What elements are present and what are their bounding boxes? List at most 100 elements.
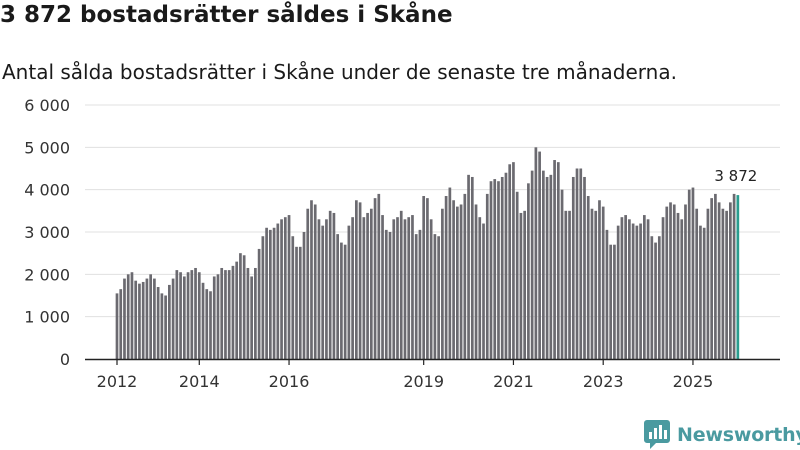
bar <box>702 227 706 359</box>
bar <box>545 176 549 359</box>
bar <box>407 217 411 359</box>
bar <box>571 176 575 359</box>
bar <box>512 162 515 359</box>
bar <box>377 193 381 359</box>
bar <box>426 198 429 359</box>
bar <box>414 234 418 359</box>
bar <box>672 204 676 359</box>
bar <box>538 151 541 359</box>
bar <box>392 219 396 359</box>
bar <box>313 204 317 359</box>
bar <box>560 189 564 359</box>
bar <box>261 236 265 359</box>
bar <box>317 219 321 359</box>
bar <box>616 225 620 359</box>
bar <box>515 191 519 359</box>
bar <box>123 278 126 359</box>
bar <box>418 229 422 359</box>
bar <box>306 208 310 359</box>
bar <box>542 170 545 359</box>
bar <box>568 210 571 359</box>
bar <box>190 270 194 359</box>
x-tick-label: 2016 <box>269 372 310 391</box>
bar <box>224 270 227 359</box>
y-tick-label: 0 <box>60 350 70 369</box>
bar <box>265 227 268 359</box>
bar <box>287 215 291 359</box>
x-axis-ticks: 2012 2014 2016 2019 2021 2023 2025 <box>97 359 713 391</box>
bar <box>369 208 373 359</box>
bar <box>194 267 197 359</box>
bar <box>283 217 287 359</box>
data-label-latest: 3 872 <box>714 167 757 185</box>
bar <box>216 274 220 359</box>
bar <box>459 204 463 359</box>
bar <box>246 267 250 359</box>
bar <box>452 200 455 359</box>
bar <box>384 229 388 359</box>
bar <box>411 215 414 359</box>
bar <box>729 202 732 359</box>
bar <box>586 196 590 359</box>
bar <box>706 208 710 359</box>
bar <box>205 289 209 359</box>
bar <box>669 202 672 359</box>
bar <box>298 246 302 359</box>
data-labels: 3 872 <box>714 167 757 185</box>
bar <box>594 210 598 359</box>
bar <box>665 206 669 359</box>
bar <box>500 176 504 359</box>
bar <box>534 147 538 359</box>
chart-title: 3 872 bostadsrätter såldes i Skåne <box>0 2 453 28</box>
bar <box>549 174 553 359</box>
bar <box>130 272 134 359</box>
bar <box>366 212 369 359</box>
bar <box>489 181 493 359</box>
bar <box>527 183 530 359</box>
bar <box>235 261 239 359</box>
bar <box>478 217 482 359</box>
bar <box>362 217 366 359</box>
x-tick-label: 2014 <box>179 372 220 391</box>
bar <box>257 248 261 359</box>
bar <box>381 215 384 359</box>
bar <box>717 202 721 359</box>
bar <box>485 193 489 359</box>
bar <box>441 208 444 359</box>
bar <box>272 227 276 359</box>
bar <box>332 212 336 359</box>
bar <box>493 179 497 359</box>
bar <box>467 174 470 359</box>
bars <box>115 147 740 359</box>
bar <box>347 225 351 359</box>
bar <box>437 236 440 359</box>
bar <box>519 212 523 359</box>
bar <box>268 229 272 359</box>
bar <box>482 223 485 359</box>
bar <box>227 270 231 359</box>
bar <box>291 236 295 359</box>
bar <box>474 204 478 359</box>
bar <box>302 232 306 359</box>
bar <box>201 282 205 359</box>
bar <box>691 187 695 359</box>
bar <box>590 208 594 359</box>
bar <box>164 295 167 359</box>
y-tick-label: 3 000 <box>24 223 70 242</box>
y-tick-label: 1 000 <box>24 308 70 327</box>
bar <box>463 193 467 359</box>
bar <box>254 267 257 359</box>
y-axis-ticks: 0 1 000 2 000 3 000 4 000 5 000 6 000 <box>24 96 70 369</box>
bar <box>680 219 684 359</box>
bar <box>635 225 639 359</box>
y-tick-label: 6 000 <box>24 96 70 115</box>
y-tick-label: 5 000 <box>24 138 70 157</box>
bar <box>553 160 556 359</box>
bar <box>609 244 613 359</box>
bar <box>295 246 298 359</box>
bar <box>497 181 500 359</box>
bar <box>160 293 164 359</box>
bar <box>126 274 130 359</box>
bar <box>343 244 347 359</box>
